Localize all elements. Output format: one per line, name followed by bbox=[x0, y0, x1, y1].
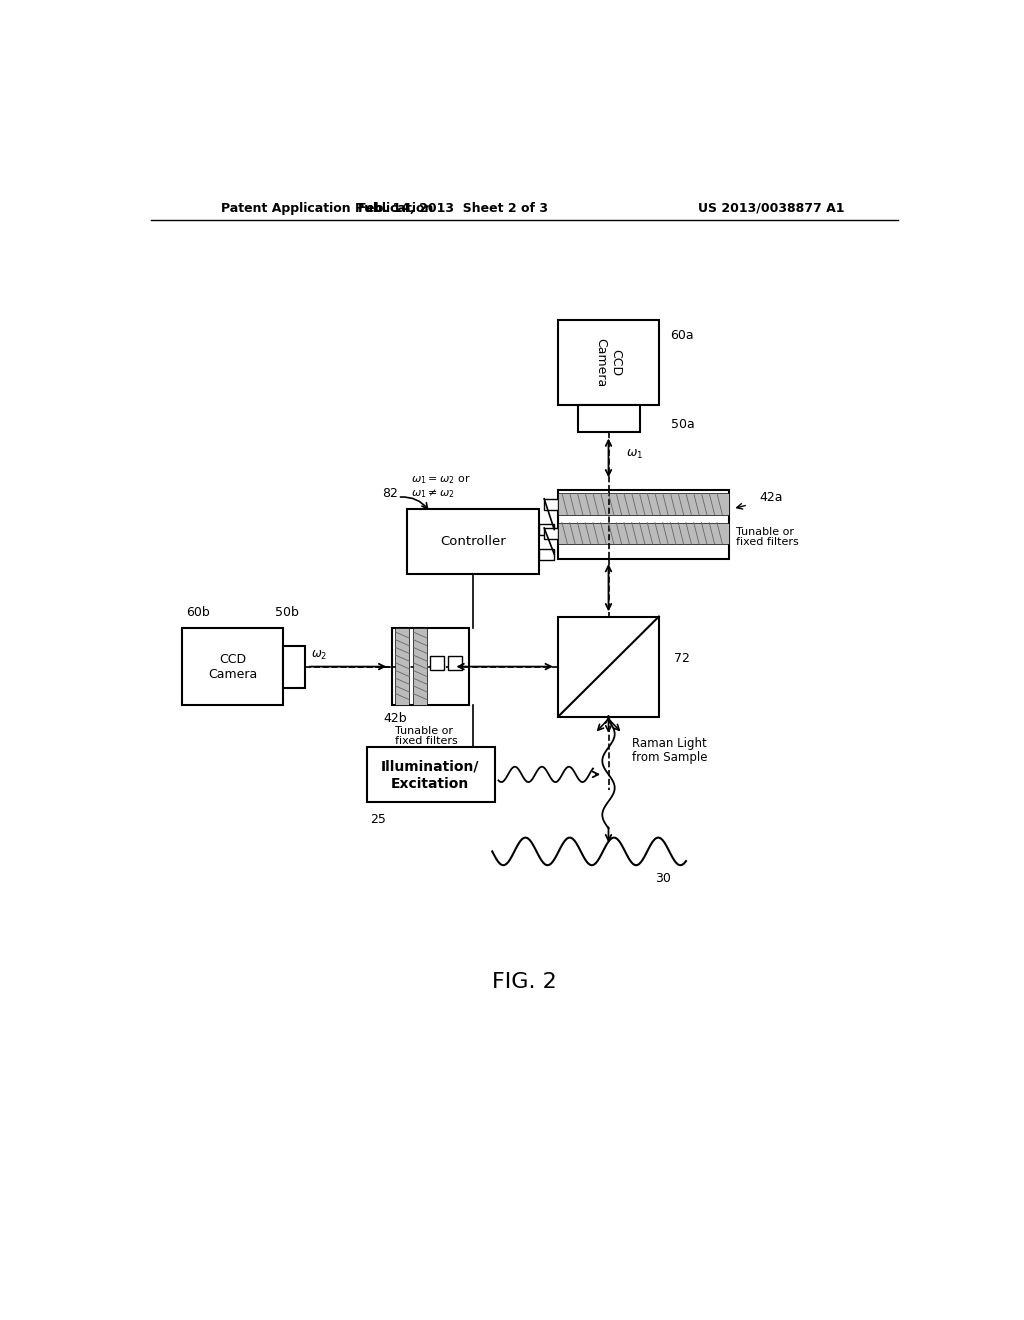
Bar bbox=[558, 523, 729, 544]
Text: Patent Application Publication: Patent Application Publication bbox=[221, 202, 433, 215]
Text: 25: 25 bbox=[371, 813, 386, 825]
Text: 50a: 50a bbox=[671, 417, 694, 430]
Text: 30: 30 bbox=[655, 871, 671, 884]
Bar bbox=[558, 494, 729, 515]
Text: 50b: 50b bbox=[275, 606, 299, 619]
Bar bbox=[449, 656, 462, 669]
Bar bbox=[558, 616, 658, 717]
Text: Excitation: Excitation bbox=[391, 776, 469, 791]
Text: $\omega_1 \neq \omega_2$: $\omega_1 \neq \omega_2$ bbox=[411, 487, 455, 500]
Text: fixed filters: fixed filters bbox=[736, 537, 799, 546]
Bar bbox=[391, 628, 469, 705]
Text: FIG. 2: FIG. 2 bbox=[493, 973, 557, 993]
Text: Feb. 14, 2013  Sheet 2 of 3: Feb. 14, 2013 Sheet 2 of 3 bbox=[358, 202, 549, 215]
Text: $\omega_1$: $\omega_1$ bbox=[626, 449, 643, 462]
Text: Illumination/: Illumination/ bbox=[381, 760, 479, 774]
Bar bbox=[407, 508, 539, 574]
Text: 42b: 42b bbox=[384, 713, 408, 726]
Bar bbox=[539, 524, 554, 535]
Text: 42a: 42a bbox=[760, 491, 783, 504]
Text: 72: 72 bbox=[675, 652, 690, 665]
Text: fixed filters: fixed filters bbox=[395, 735, 458, 746]
Text: Tunable or: Tunable or bbox=[736, 527, 795, 537]
Bar bbox=[283, 645, 305, 688]
Bar bbox=[414, 628, 427, 705]
Text: US 2013/0038877 A1: US 2013/0038877 A1 bbox=[698, 202, 845, 215]
Bar bbox=[544, 499, 558, 510]
Text: CCD
Camera: CCD Camera bbox=[595, 338, 623, 387]
Text: Raman Light: Raman Light bbox=[632, 737, 707, 750]
Text: CCD
Camera: CCD Camera bbox=[208, 652, 257, 681]
Bar bbox=[578, 405, 640, 432]
Bar bbox=[367, 747, 495, 803]
Text: $\omega_1 = \omega_2$ or: $\omega_1 = \omega_2$ or bbox=[411, 473, 471, 486]
Text: Controller: Controller bbox=[440, 535, 506, 548]
Bar bbox=[182, 628, 283, 705]
Text: 60b: 60b bbox=[186, 606, 210, 619]
Text: $\omega_2$: $\omega_2$ bbox=[310, 649, 327, 663]
Bar bbox=[544, 528, 558, 539]
Bar bbox=[430, 656, 444, 669]
Bar bbox=[395, 628, 410, 705]
Text: Tunable or: Tunable or bbox=[395, 726, 454, 735]
Text: 60a: 60a bbox=[671, 329, 694, 342]
Text: 82: 82 bbox=[382, 487, 398, 500]
Bar bbox=[539, 549, 554, 560]
Bar bbox=[558, 490, 729, 558]
Bar bbox=[558, 321, 658, 405]
Text: from Sample: from Sample bbox=[632, 751, 708, 764]
